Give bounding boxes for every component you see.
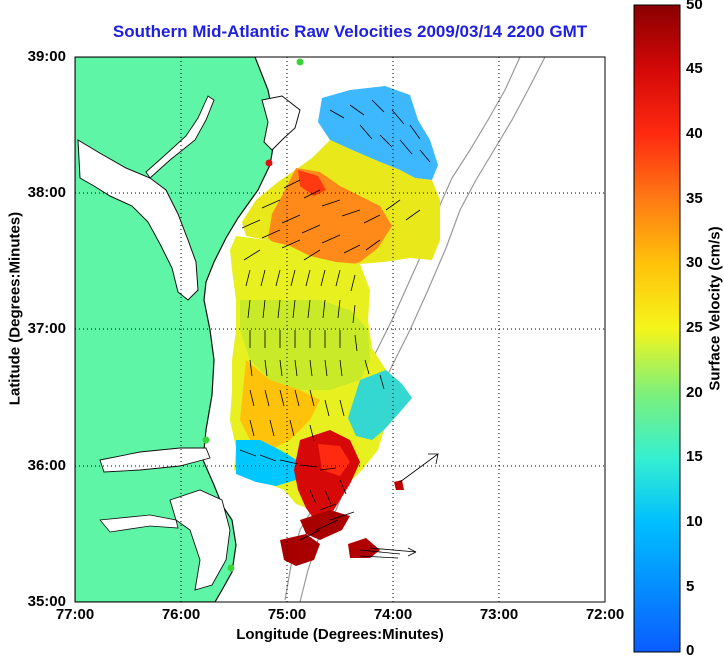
pamlico-sound — [169, 489, 231, 591]
colorbar-tick-label: 20 — [686, 384, 703, 401]
x-tick-label: 77:00 — [55, 606, 95, 623]
y-tick-label: 39:00 — [27, 48, 66, 65]
river-inlet — [99, 514, 179, 533]
colorbar-tick-label: 15 — [686, 448, 703, 465]
station-marker — [265, 159, 273, 167]
station-marker — [202, 436, 210, 444]
colorbar-tick-label: 40 — [686, 125, 703, 142]
delaware-bay — [261, 95, 301, 151]
plot-frame — [74, 56, 606, 603]
x-tick-label: 73:00 — [479, 606, 519, 623]
chart-title: Southern Mid-Atlantic Raw Velocities 200… — [112, 22, 588, 41]
colorbar-tick-label: 35 — [686, 190, 703, 207]
y-tick-label: 36:00 — [27, 457, 66, 474]
station-marker — [296, 58, 304, 66]
colorbar-tick-label: 0 — [686, 642, 695, 659]
x-tick-label: 74:00 — [373, 606, 413, 623]
colorbar-tick-label: 30 — [686, 254, 703, 271]
station-marker — [227, 564, 235, 572]
potomac-river — [145, 95, 215, 179]
x-tick-label: 72:00 — [585, 606, 625, 623]
colorbar-tick-label: 10 — [686, 513, 703, 530]
colorbar-tick-label: 25 — [686, 319, 703, 336]
velocity-arrows — [239, 99, 440, 559]
velocity-field — [230, 86, 440, 566]
x-tick-label: 76:00 — [161, 606, 201, 623]
colorbar — [633, 4, 681, 653]
y-tick-label: 37:00 — [27, 320, 66, 337]
colorbar-tick-label: 50 — [686, 0, 703, 13]
y-axis-label: Latitude (Degrees:Minutes) — [6, 211, 24, 406]
grid-lines — [75, 57, 605, 602]
colorbar-tick-label: 5 — [686, 578, 695, 595]
x-tick-label: 75:00 — [267, 606, 307, 623]
y-tick-label: 38:00 — [27, 184, 66, 201]
y-tick-label: 35:00 — [27, 593, 66, 610]
colorbar-tick-label: 45 — [686, 60, 703, 77]
x-axis-label: Longitude (Degrees:Minutes) — [236, 626, 444, 643]
colorbar-label: Surface Velocity (cm/s) — [706, 226, 724, 391]
